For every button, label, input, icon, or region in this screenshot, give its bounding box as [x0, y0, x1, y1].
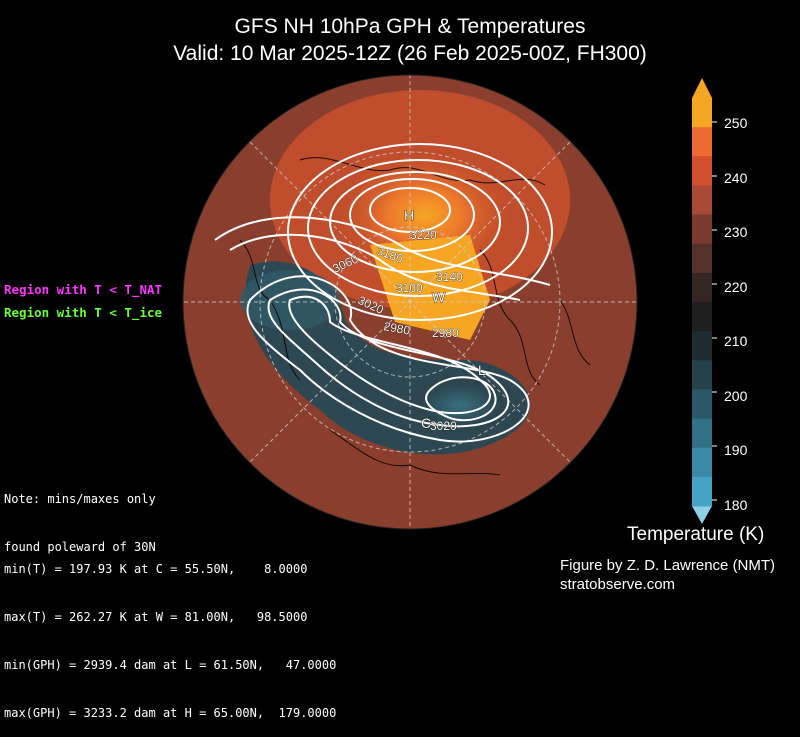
- colorbar-tick: 180: [724, 497, 748, 513]
- colorbar-tick: 200: [724, 388, 748, 404]
- colorbar-tick: 220: [724, 279, 748, 295]
- graticule: [183, 75, 637, 529]
- note: Note: mins/maxes only found poleward of …: [4, 459, 156, 571]
- chart-subtitle: Valid: 10 Mar 2025-12Z (26 Feb 2025-00Z,…: [173, 42, 647, 65]
- max-temp-stat: max(T) = 262.27 K at W = 81.00N, 98.5000: [4, 610, 308, 624]
- colorbar-segment: [692, 418, 712, 449]
- note-line: found poleward of 30N: [4, 540, 156, 554]
- colorbar-segment: [692, 98, 712, 128]
- colorbar-segment: [692, 447, 712, 478]
- colorbar-segment: [692, 127, 712, 157]
- contour-label: 2980: [432, 326, 459, 340]
- ice-legend: Region with T < T_ice: [4, 305, 163, 320]
- min-temp-stat: min(T) = 197.93 K at C = 55.50N, 8.0000: [4, 562, 308, 576]
- contour-label: 3020: [430, 419, 457, 433]
- chart-title: GFS NH 10hPa GPH & Temperatures: [234, 15, 586, 38]
- colorbar-title: Temperature (K): [627, 524, 765, 545]
- note-line: Note: mins/maxes only: [4, 492, 156, 506]
- colorbar-segment: [692, 214, 712, 245]
- colorbar-tick: 240: [724, 170, 748, 186]
- max-gph-marker: H: [404, 207, 414, 223]
- colorbar-max-arrow: [692, 78, 712, 98]
- colorbar-tick: 210: [724, 333, 748, 349]
- contour-label: 3100: [396, 281, 423, 295]
- colorbar-segment: [692, 360, 712, 390]
- colorbar-tick: 250: [724, 115, 748, 131]
- min-gph-marker: L: [478, 362, 486, 378]
- contour-label: 3220: [410, 228, 437, 242]
- colorbar-segment: [692, 302, 712, 332]
- credit: Figure by Z. D. Lawrence (NMT) stratobse…: [560, 556, 775, 594]
- colorbar-segment: [692, 331, 712, 361]
- colorbar-segment: [692, 243, 712, 274]
- max-gph-stat: max(GPH) = 3233.2 dam at H = 65.00N, 179…: [4, 706, 337, 720]
- contour-label: 3140: [436, 270, 463, 284]
- map-boundary: [182, 74, 638, 530]
- extrema-stats: min(T) = 197.93 K at C = 55.50N, 8.0000 …: [4, 529, 336, 737]
- contour-label: 2980: [382, 319, 411, 337]
- gph-contours: [214, 143, 553, 443]
- warmest-region: [370, 235, 490, 340]
- polar-map: 3220 3180 3140 3100 3060 3020 2980 2980 …: [182, 74, 717, 530]
- colorbar-segment: [692, 389, 712, 420]
- colorbar-tick: 230: [724, 224, 748, 240]
- colorbar-segment: [692, 185, 712, 216]
- colorbar-segment: [692, 156, 712, 186]
- cold-core: [405, 375, 515, 435]
- extrema-markers: H W L C: [404, 207, 487, 432]
- colorbar-segment: [692, 272, 712, 303]
- nat-legend: Region with T < T_NAT: [4, 282, 163, 297]
- colorbar-segment: [692, 476, 712, 507]
- colorbar-min-arrow: [692, 506, 712, 524]
- min-temp-marker: C: [421, 415, 431, 431]
- credit-site: stratobserve.com: [560, 576, 676, 593]
- min-gph-stat: min(GPH) = 2939.4 dam at L = 61.50N, 47.…: [4, 658, 337, 672]
- colorbar-tick: 190: [724, 442, 748, 458]
- colorbar: [692, 78, 717, 524]
- credit-author: Figure by Z. D. Lawrence (NMT): [560, 557, 776, 574]
- max-temp-marker: W: [432, 289, 446, 305]
